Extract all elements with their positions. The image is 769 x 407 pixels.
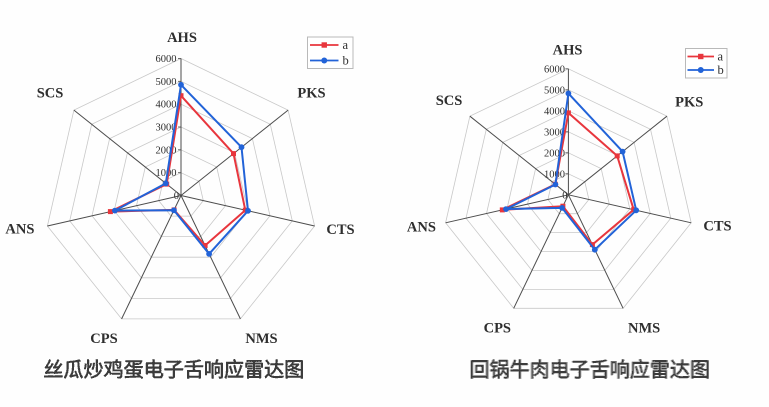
svg-text:1000: 1000 (156, 168, 177, 179)
svg-text:2000: 2000 (156, 145, 177, 156)
svg-text:CPS: CPS (484, 320, 511, 336)
svg-text:5000: 5000 (156, 77, 177, 88)
svg-text:6000: 6000 (544, 64, 565, 75)
svg-text:4000: 4000 (544, 106, 565, 117)
svg-text:0: 0 (174, 191, 179, 202)
svg-text:SCS: SCS (436, 93, 463, 109)
svg-text:CPS: CPS (90, 331, 117, 347)
svg-text:b: b (343, 54, 349, 68)
svg-text:AHS: AHS (553, 42, 583, 58)
svg-text:2000: 2000 (544, 148, 565, 159)
svg-text:ANS: ANS (5, 222, 34, 238)
svg-text:0: 0 (562, 190, 567, 201)
svg-text:3000: 3000 (156, 123, 177, 134)
svg-text:ANS: ANS (407, 220, 436, 236)
svg-text:a: a (718, 50, 724, 64)
svg-text:SCS: SCS (37, 86, 64, 102)
svg-text:4000: 4000 (156, 100, 177, 111)
svg-text:NMS: NMS (628, 320, 660, 336)
svg-text:a: a (343, 38, 349, 52)
svg-text:6000: 6000 (156, 54, 177, 65)
svg-text:CTS: CTS (326, 222, 354, 238)
svg-text:PKS: PKS (297, 86, 325, 102)
svg-text:5000: 5000 (544, 85, 565, 96)
svg-text:b: b (718, 63, 724, 77)
svg-text:NMS: NMS (245, 331, 277, 347)
svg-text:AHS: AHS (167, 30, 197, 46)
svg-text:CTS: CTS (703, 219, 731, 235)
svg-text:PKS: PKS (675, 94, 703, 110)
svg-text:1000: 1000 (544, 169, 565, 180)
svg-text:3000: 3000 (544, 127, 565, 138)
